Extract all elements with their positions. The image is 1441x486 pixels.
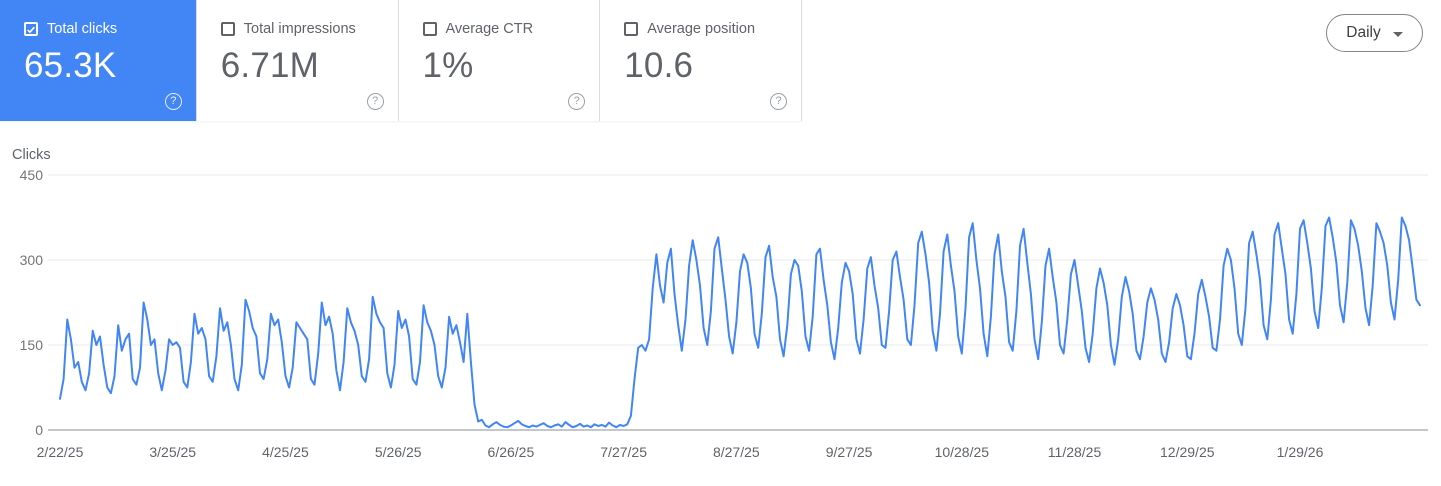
date-granularity-dropdown[interactable]: Daily: [1326, 14, 1423, 52]
help-icon[interactable]: ?: [770, 93, 787, 110]
x-axis-tick-label: 1/29/26: [1276, 444, 1324, 460]
x-axis-tick-label: 5/26/25: [374, 444, 422, 460]
granularity-label: Daily: [1346, 24, 1381, 41]
metric-card-average-position[interactable]: Average position 10.6 ?: [599, 0, 801, 121]
x-axis-tick-label: 4/25/25: [262, 444, 309, 460]
x-axis-tick-label: 3/25/25: [149, 444, 197, 460]
clicks-series-line[interactable]: [59, 216, 1421, 429]
y-axis-tick-label: 150: [19, 337, 43, 353]
metric-card-label: Total impressions: [243, 21, 356, 37]
metric-card-label: Average position: [647, 21, 756, 37]
metric-card-total-clicks[interactable]: Total clicks 65.3K ?: [0, 0, 196, 121]
metric-card-label: Total clicks: [47, 21, 118, 37]
help-icon[interactable]: ?: [366, 93, 384, 110]
y-axis-tick-label: 0: [35, 422, 43, 438]
metric-card-average-ctr[interactable]: Average CTR 1% ?: [397, 0, 600, 121]
metrics-cards-row: Total clicks 65.3K ? Total impressions 6…: [0, 0, 802, 121]
metric-card-value: 65.3K: [24, 46, 117, 85]
checkbox-unchecked-icon[interactable]: [422, 22, 437, 36]
metric-card-value: 1%: [422, 46, 474, 85]
x-axis-tick-label: 11/28/25: [1047, 444, 1102, 460]
checkbox-unchecked-icon[interactable]: [624, 22, 639, 36]
metric-card-value: 6.71M: [220, 46, 320, 85]
y-axis-title: Clicks: [12, 147, 51, 163]
x-axis-tick-label: 12/29/25: [1160, 444, 1215, 460]
checkbox-unchecked-icon[interactable]: [220, 22, 235, 36]
help-icon[interactable]: ?: [568, 93, 586, 110]
x-axis-tick-label: 7/27/25: [600, 444, 647, 460]
x-axis-tick-label: 6/26/25: [487, 444, 535, 460]
x-axis-tick-label: 10/28/25: [934, 444, 990, 460]
chevron-down-icon: [1392, 31, 1403, 37]
checkbox-checked-icon[interactable]: [24, 22, 38, 36]
x-axis-tick-label: 8/27/25: [713, 444, 760, 460]
x-axis-tick-label: 9/27/25: [825, 444, 873, 460]
y-axis-tick-label: 450: [19, 167, 43, 183]
x-axis-tick-label: 2/22/25: [36, 444, 84, 460]
metric-card-total-impressions[interactable]: Total impressions 6.71M ?: [195, 0, 398, 121]
metric-card-value: 10.6: [624, 46, 694, 85]
metric-card-label: Average CTR: [445, 21, 534, 37]
y-axis-tick-label: 300: [19, 252, 43, 268]
help-icon[interactable]: ?: [164, 93, 182, 110]
